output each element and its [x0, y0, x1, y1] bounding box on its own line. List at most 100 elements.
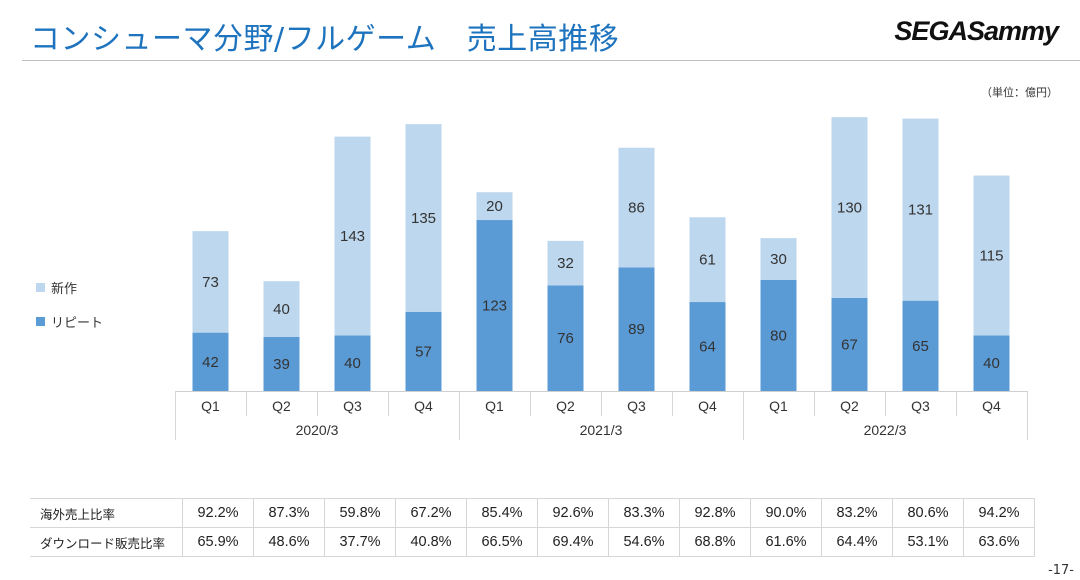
- x-tick-label: Q2: [840, 398, 859, 414]
- data-label-repeat: 42: [202, 354, 219, 371]
- ratio-cell: 87.3%: [253, 498, 325, 528]
- bar-new: [405, 124, 442, 312]
- bar-repeat: [547, 285, 584, 391]
- legend-swatch-repeat: [36, 316, 45, 326]
- header-divider: [22, 60, 1080, 61]
- ratio-cell: 37.7%: [324, 527, 396, 557]
- data-label-repeat: 89: [628, 321, 645, 338]
- x-tick-label: Q1: [201, 398, 220, 414]
- ratio-cell: 92.8%: [679, 498, 751, 528]
- data-label-repeat: 80: [770, 327, 787, 344]
- ratio-cell: 63.6%: [963, 527, 1035, 557]
- bar-repeat: [689, 302, 726, 391]
- ratio-cell: 92.2%: [182, 498, 254, 528]
- ratio-cell: 65.9%: [182, 527, 254, 557]
- data-label-new: 40: [273, 301, 290, 318]
- bar-repeat: [973, 335, 1010, 391]
- ratio-cell: 64.4%: [821, 527, 893, 557]
- data-label-new: 115: [980, 247, 1004, 264]
- group-label: 2020/3: [296, 422, 339, 438]
- ratio-cell: 66.5%: [466, 527, 538, 557]
- data-label-repeat: 57: [415, 343, 432, 360]
- ratio-table-row: ダウンロード販売比率 65.9% 48.6% 37.7% 40.8% 66.5% 69.4%…: [30, 527, 1035, 557]
- ratio-cell: 80.6%: [892, 498, 964, 528]
- bar-repeat: [334, 335, 371, 391]
- bar-new: [618, 147, 655, 268]
- bar-new: [831, 117, 868, 298]
- bar-new: [902, 118, 939, 301]
- ratio-cell: 83.2%: [821, 498, 893, 528]
- ratio-cell: 53.1%: [892, 527, 964, 557]
- x-tick-label: Q3: [911, 398, 930, 414]
- ratio-cell: 83.3%: [608, 498, 680, 528]
- bar-repeat: [760, 279, 797, 391]
- legend-swatch-new: [36, 282, 45, 292]
- bar-new: [263, 281, 300, 337]
- sega-sammy-logo: SEGASammy: [894, 16, 1059, 46]
- ratio-row-label: 海外売上比率: [30, 498, 183, 528]
- ratio-cell: 67.2%: [395, 498, 467, 528]
- bar-new: [192, 231, 229, 333]
- ratio-cell: 69.4%: [537, 527, 609, 557]
- page-number: -17-: [1048, 563, 1074, 578]
- data-label-repeat: 40: [344, 355, 361, 372]
- ratio-cell: 54.6%: [608, 527, 680, 557]
- bar-new: [547, 240, 584, 286]
- ratio-table-row: 海外売上比率 92.2% 87.3% 59.8% 67.2% 85.4% 92.6% 83.3…: [30, 498, 1035, 528]
- ratio-cell: 61.6%: [750, 527, 822, 557]
- data-label-repeat: 76: [557, 330, 574, 347]
- bar-repeat: [405, 311, 442, 391]
- unit-label: （単位：億円）: [981, 86, 1058, 99]
- data-label-repeat: 39: [273, 356, 290, 373]
- legend-item-new: 新作: [36, 278, 103, 297]
- group-label: 2021/3: [580, 422, 623, 438]
- data-label-repeat: 123: [482, 298, 507, 315]
- chart-legend: 新作 リピート: [36, 278, 103, 346]
- data-label-new: 143: [340, 228, 365, 245]
- bar-new: [689, 217, 726, 303]
- group-label: 2022/3: [864, 422, 907, 438]
- data-label-repeat: 40: [983, 355, 1000, 372]
- legend-label-repeat: リピート: [51, 315, 104, 331]
- ratio-cell: 68.8%: [679, 527, 751, 557]
- data-label-new: 32: [557, 255, 574, 272]
- sales-bar-chart: 42 73 Q1 39 40 Q2 40 143 Q3 57 135 Q4 123 20 Q1 76 32 Q2 8…: [175, 117, 1028, 440]
- ratio-cell: 85.4%: [466, 498, 538, 528]
- bar-repeat: [902, 300, 939, 391]
- ratio-cell: 92.6%: [537, 498, 609, 528]
- ratio-cell: 94.2%: [963, 498, 1035, 528]
- ratio-row-label: ダウンロード販売比率: [30, 527, 183, 557]
- page-title: コンシューマ分野/フルゲーム 売上高推移: [30, 22, 620, 57]
- data-label-new: 135: [411, 210, 436, 227]
- x-tick-label: Q3: [343, 398, 362, 414]
- data-label-new: 131: [908, 202, 933, 219]
- bar-repeat: [618, 267, 655, 391]
- bar-new: [760, 238, 797, 280]
- data-label-new: 30: [770, 251, 787, 268]
- x-tick-label: Q1: [485, 398, 504, 414]
- data-label-new: 86: [628, 200, 645, 217]
- bar-repeat: [476, 220, 513, 391]
- data-label-new: 61: [699, 252, 716, 269]
- ratio-cell: 40.8%: [395, 527, 467, 557]
- ratio-cell: 48.6%: [253, 527, 325, 557]
- data-label-repeat: 67: [841, 336, 858, 353]
- data-label-repeat: 65: [912, 338, 929, 355]
- ratio-cell: 59.8%: [324, 498, 396, 528]
- data-label-new: 130: [837, 200, 862, 217]
- ratio-cell: 90.0%: [750, 498, 822, 528]
- bar-new: [334, 136, 371, 336]
- legend-item-repeat: リピート: [36, 312, 104, 331]
- x-tick-label: Q2: [272, 398, 291, 414]
- x-tick-label: Q4: [698, 398, 717, 414]
- x-tick-label: Q4: [414, 398, 433, 414]
- bar-new: [476, 192, 513, 221]
- bar-repeat: [192, 332, 229, 391]
- bar-repeat: [831, 297, 868, 391]
- data-label-repeat: 64: [699, 339, 716, 356]
- data-label-new: 20: [486, 198, 503, 215]
- bar-new: [973, 175, 1010, 336]
- x-tick-label: Q2: [556, 398, 575, 414]
- data-label-new: 73: [202, 274, 219, 291]
- ratio-table: 海外売上比率 92.2% 87.3% 59.8% 67.2% 85.4% 92.6% 83.3…: [30, 498, 1035, 557]
